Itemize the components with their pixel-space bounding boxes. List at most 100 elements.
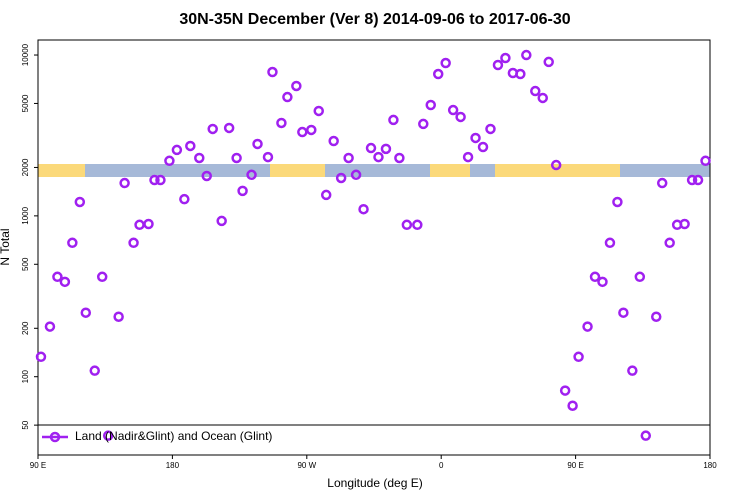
data-point (52, 271, 63, 283)
data-point (306, 124, 317, 136)
data-point (597, 276, 608, 288)
data-point (559, 385, 571, 396)
data-point (425, 99, 436, 111)
data-point (320, 189, 332, 201)
legend-label: Land (Nadir&Glint) and Ocean (Glint) (75, 429, 272, 443)
data-point (201, 170, 212, 182)
data-point (207, 123, 218, 135)
y-axis-label: N Total (0, 228, 12, 265)
data-point (582, 321, 593, 332)
data-point (700, 155, 711, 167)
y-tick-label: 2000 (21, 158, 30, 176)
data-point (447, 104, 459, 116)
data-point (231, 152, 242, 164)
data-point (530, 85, 541, 97)
land-ocean-stripe (38, 164, 710, 177)
data-point (573, 351, 584, 363)
data-point (282, 91, 293, 103)
data-point (149, 174, 160, 186)
data-point (365, 142, 377, 154)
data-point (96, 271, 108, 283)
data-point (119, 177, 130, 189)
data-point (664, 237, 675, 249)
y-tick-label: 100 (21, 369, 30, 383)
data-point (401, 219, 413, 231)
data-point (462, 151, 474, 163)
data-point (44, 321, 56, 332)
data-point (67, 237, 78, 249)
data-point (291, 80, 302, 92)
data-point (343, 152, 354, 164)
data-point (313, 105, 324, 117)
data-point (102, 430, 114, 441)
data-point (143, 218, 154, 230)
data-point (432, 68, 444, 80)
data-point (350, 169, 362, 181)
data-point (373, 151, 384, 163)
data-point (500, 52, 511, 64)
data-point (59, 276, 71, 288)
data-point (537, 92, 548, 104)
data-point (477, 141, 489, 153)
data-point (358, 203, 369, 215)
data-point (612, 196, 623, 208)
data-point (267, 66, 278, 78)
y-tick-label: 5000 (21, 94, 30, 112)
data-point (223, 122, 235, 134)
y-tick-label: 10000 (21, 43, 30, 66)
data-point (640, 430, 652, 441)
data-point (418, 118, 429, 130)
data-point (455, 111, 466, 123)
data-point (194, 152, 205, 164)
data-point (656, 177, 668, 189)
data-point (485, 123, 496, 135)
plot-frame (37, 39, 711, 456)
y-tick-label: 200 (21, 321, 30, 335)
data-point (155, 174, 166, 186)
data-point (246, 169, 257, 181)
data-point (650, 311, 662, 322)
y-tick-label: 500 (21, 257, 30, 271)
data-point (335, 172, 347, 184)
x-tick-label: 180 (703, 461, 717, 470)
data-point (216, 215, 227, 227)
data-point (262, 151, 274, 163)
data-point (128, 237, 139, 249)
data-point (171, 144, 183, 156)
chart-title: 30N-35N December (Ver 8) 2014-09-06 to 2… (179, 11, 570, 28)
data-point (74, 196, 86, 208)
data-point (113, 311, 124, 322)
legend-swatch (49, 431, 61, 443)
data-point (692, 174, 704, 186)
data-point (470, 132, 481, 144)
data-point (604, 237, 616, 249)
data-point (388, 114, 399, 126)
data-point (515, 68, 526, 80)
data-point (440, 57, 451, 69)
data-point (567, 400, 578, 411)
data-point (89, 365, 100, 376)
x-tick-label: 0 (439, 461, 444, 470)
data-point (686, 174, 698, 186)
data-point (679, 218, 690, 230)
x-tick-label: 180 (166, 461, 180, 470)
data-point (179, 193, 190, 205)
data-point (185, 140, 196, 152)
x-axis-label: Longitude (deg E) (327, 476, 422, 490)
data-point (521, 49, 532, 61)
data-point (80, 307, 92, 318)
data-point (164, 155, 175, 167)
data-point (627, 365, 638, 376)
data-point (276, 117, 287, 129)
data-point (35, 351, 47, 363)
data-point (634, 271, 646, 283)
data-point (252, 138, 263, 150)
data-point (412, 219, 423, 231)
data-point (589, 271, 601, 283)
x-tick-label: 90 W (297, 461, 316, 470)
data-point (134, 219, 145, 231)
data-point (237, 185, 248, 197)
y-tick-label: 50 (21, 420, 30, 429)
data-point (492, 59, 504, 71)
